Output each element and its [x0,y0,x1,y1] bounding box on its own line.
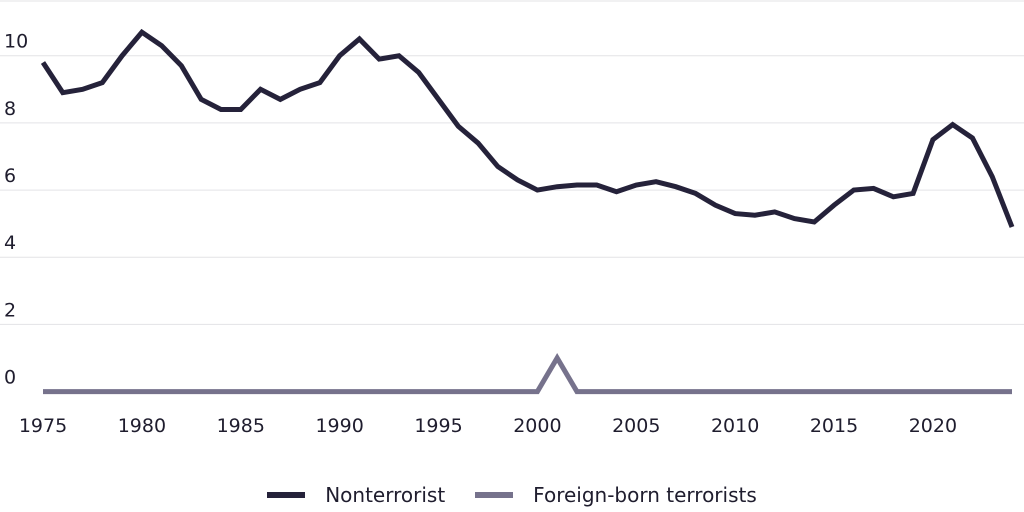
x-tick-2000: 2000 [513,415,561,437]
legend-swatch-foreign-born-terrorists [475,492,514,498]
legend-label-foreign-born-terrorists: Foreign-born terrorists [533,483,757,507]
y-tick-4: 4 [4,232,16,254]
legend-item-foreign-born-terrorists[interactable]: Foreign-born terrorists [475,483,757,507]
x-axis-ticks: 1975 1980 1985 1990 1995 2000 2005 2010 2015 2020 [19,415,957,437]
y-tick-6: 6 [4,165,16,187]
y-axis-ticks: 0 2 4 6 8 10 [4,31,28,389]
x-tick-2015: 2015 [810,415,858,437]
grid-lines [0,0,1024,325]
series-line-foreign-born-terrorists [43,353,1012,395]
x-tick-1985: 1985 [217,415,265,437]
x-tick-1990: 1990 [315,415,363,437]
y-tick-2: 2 [4,299,16,321]
y-tick-10: 10 [4,31,28,53]
y-tick-8: 8 [4,98,16,120]
line-chart: 0 2 4 6 8 10 1975 1980 1985 1990 1995 2000 2005 2010… [0,0,1024,437]
legend-item-nonterrorist[interactable]: Nonterrorist [267,483,445,507]
x-tick-2020: 2020 [909,415,957,437]
legend: Nonterrorist Foreign-born terrorists [0,478,1024,512]
x-tick-1980: 1980 [118,415,166,437]
series-lines [40,28,1015,395]
legend-swatch-nonterrorist [267,492,306,498]
series-line-nonterrorist [40,28,1015,228]
x-tick-2005: 2005 [612,415,660,437]
y-tick-0: 0 [4,367,16,389]
x-tick-1995: 1995 [414,415,462,437]
x-tick-1975: 1975 [19,415,67,437]
x-tick-2010: 2010 [711,415,759,437]
legend-label-nonterrorist: Nonterrorist [325,483,446,507]
